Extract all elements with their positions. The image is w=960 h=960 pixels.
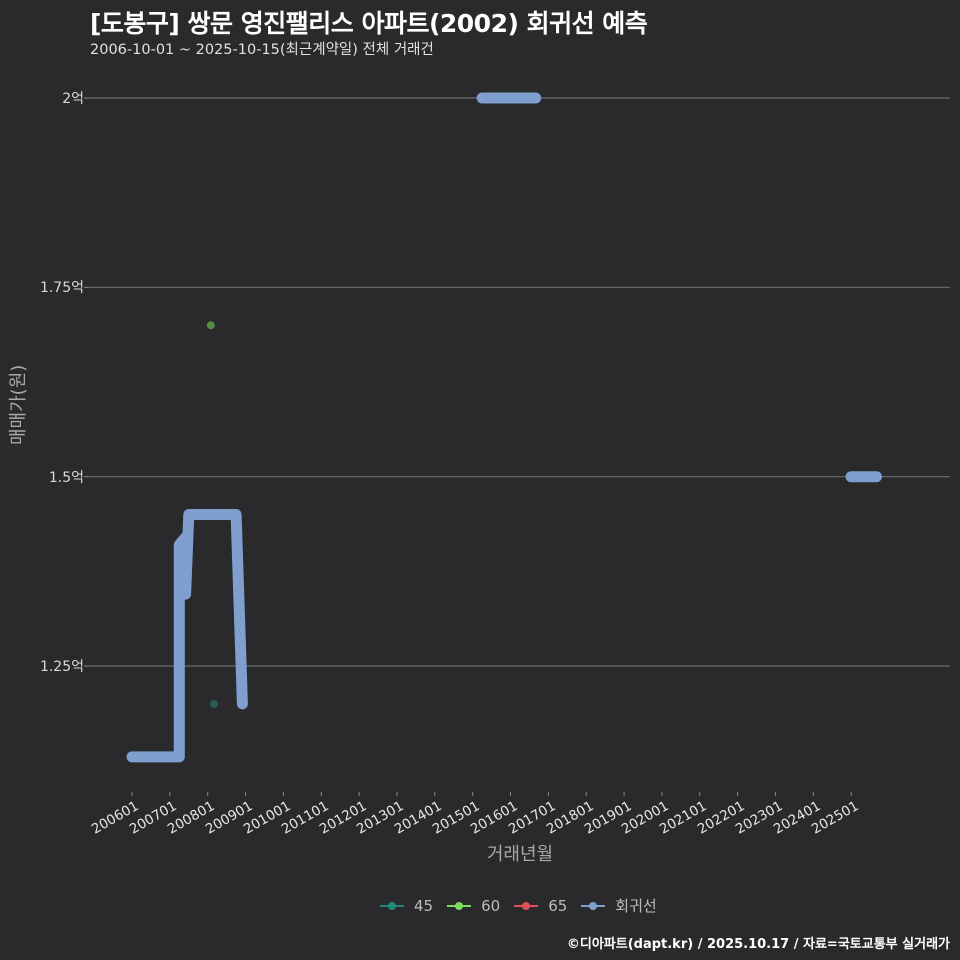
data-point-45: [210, 699, 219, 708]
legend: 45 60 65 회귀선: [380, 895, 671, 916]
legend-key-60-icon: [447, 896, 472, 916]
legend-key-regression-icon: [581, 896, 606, 916]
x-axis-ticks: [131, 792, 852, 796]
legend-label-45: 45: [414, 896, 434, 915]
legend-item-45[interactable]: 45: [380, 896, 433, 916]
y-axis-title: 매매가(원): [4, 365, 30, 445]
data-point-60: [206, 321, 215, 330]
legend-label-regression: 회귀선: [615, 897, 657, 915]
x-axis-title: 거래년월: [486, 844, 554, 865]
y-tick-label: 1.5억: [48, 469, 84, 486]
legend-key-65-icon: [514, 896, 539, 916]
y-axis-title-text: 매매가(원): [8, 364, 29, 445]
legend-item-65[interactable]: 65: [514, 896, 567, 916]
legend-label-60: 60: [481, 896, 501, 915]
chart-subtitle: 2006-10-01 ~ 2025-10-15(최근계약일) 전체 거래건: [90, 42, 434, 58]
legend-label-65: 65: [548, 896, 568, 915]
series-layer: [126, 92, 882, 763]
y-tick-label: 2억: [62, 91, 84, 107]
y-axis-ticks: [84, 97, 88, 667]
y-tick-label: 1.25억: [39, 659, 84, 675]
regression-line: [126, 509, 248, 763]
footer-credit: ©디아파트(dapt.kr) / 2025.10.17 / 자료=국토교통부 실…: [566, 937, 950, 952]
legend-item-regression[interactable]: 회귀선: [581, 895, 657, 916]
y-tick-label: 1.75억: [39, 280, 84, 297]
legend-item-60[interactable]: 60: [447, 896, 500, 916]
chart-title: [도봉구] 쌍문 영진팰리스 아파트(2002) 회귀선 예측: [90, 9, 648, 38]
gridlines: [88, 97, 950, 667]
legend-key-45-icon: [380, 896, 404, 916]
